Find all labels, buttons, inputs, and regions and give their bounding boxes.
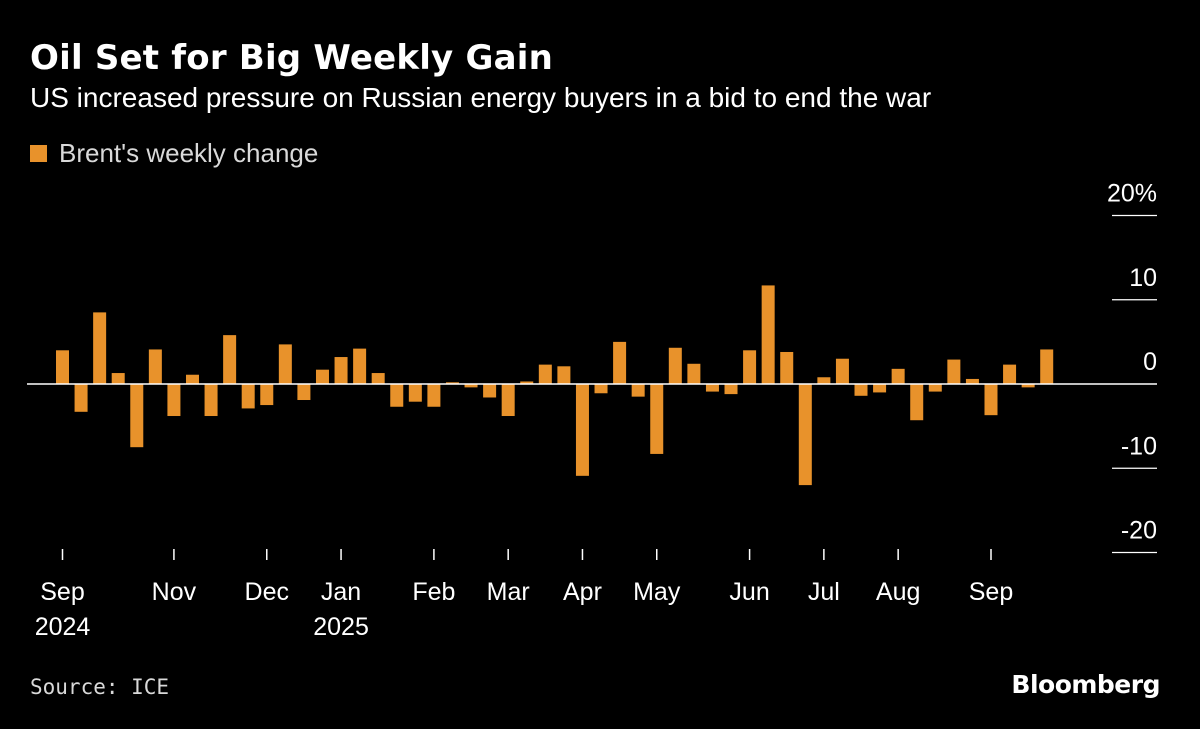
bar <box>93 312 107 384</box>
bar <box>557 366 571 384</box>
bar <box>965 378 979 384</box>
bar <box>705 384 719 392</box>
y-tick-label: 10 <box>1129 264 1157 292</box>
bar <box>167 384 181 417</box>
x-tick-label: Aug <box>876 578 920 606</box>
x-tick-year-label: 2025 <box>313 613 369 641</box>
chart-title: Oil Set for Big Weekly Gain <box>30 38 553 78</box>
bar <box>687 363 701 384</box>
bar <box>910 384 924 421</box>
y-tick-label: 20% <box>1107 180 1157 208</box>
bar <box>260 384 274 406</box>
bar <box>947 359 961 384</box>
bar <box>223 335 237 384</box>
bar <box>501 384 515 417</box>
bar <box>631 384 645 397</box>
bars <box>56 285 1054 486</box>
legend-label: Brent's weekly change <box>59 138 319 168</box>
bar <box>297 384 311 401</box>
bar <box>464 384 478 388</box>
x-tick-year-label: 2024 <box>35 613 91 641</box>
x-tick-label: Feb <box>412 578 455 606</box>
bar <box>1040 349 1054 384</box>
x-tick-label: Nov <box>152 578 197 606</box>
bar <box>928 384 942 392</box>
bar <box>743 350 757 384</box>
bar <box>353 348 367 384</box>
bar <box>798 384 812 486</box>
bar <box>650 384 664 454</box>
bar <box>594 384 608 394</box>
legend: Brent's weekly change <box>30 138 318 169</box>
y-tick-label: 0 <box>1143 348 1157 376</box>
y-tick-label: -20 <box>1121 517 1157 545</box>
x-tick-label: Sep <box>40 578 84 606</box>
source-note: Source: ICE <box>30 675 170 699</box>
bar <box>817 377 831 384</box>
bar <box>538 364 552 384</box>
bar <box>835 358 849 384</box>
bar <box>780 351 794 384</box>
bar <box>1003 364 1017 384</box>
bar <box>204 384 218 417</box>
bar <box>74 384 88 412</box>
bar <box>891 368 905 384</box>
bar <box>668 347 682 384</box>
bar <box>390 384 404 407</box>
bar <box>854 384 868 396</box>
bloomberg-logo: Bloomberg <box>1011 670 1160 699</box>
x-tick-label: Dec <box>245 578 289 606</box>
bar <box>56 350 69 384</box>
bar <box>148 349 162 384</box>
bar <box>185 374 199 384</box>
x-tick-label: May <box>633 578 681 606</box>
bar <box>724 384 738 395</box>
bar <box>575 384 589 476</box>
bar <box>483 384 497 398</box>
chart-subtitle: US increased pressure on Russian energy … <box>30 82 932 113</box>
bar <box>408 384 422 402</box>
bar <box>111 373 125 384</box>
y-tick-label: -10 <box>1121 432 1157 460</box>
bar <box>427 384 441 407</box>
bar <box>315 369 329 384</box>
bar <box>613 341 627 384</box>
bar <box>371 373 385 384</box>
bar <box>873 384 887 393</box>
bar <box>241 384 255 409</box>
x-tick-label: Apr <box>563 578 602 606</box>
x-axis: Sep 2024 Nov Dec Jan 2025 Feb Mar Apr May Jun Jul Au… <box>35 549 1013 641</box>
x-tick-label: Sep <box>969 578 1013 606</box>
bar <box>445 382 459 384</box>
bar <box>520 381 534 384</box>
x-tick-label: Jul <box>808 578 840 606</box>
bar <box>1021 384 1035 388</box>
bar <box>334 357 348 384</box>
legend-swatch <box>30 145 47 162</box>
bar <box>278 344 292 384</box>
y-axis: 20% 10 0 -10 -20 <box>1107 180 1157 554</box>
bar <box>761 285 775 384</box>
bar <box>130 384 144 448</box>
x-tick-label: Jan <box>321 578 361 606</box>
x-tick-label: Mar <box>487 578 530 606</box>
x-tick-label: Jun <box>729 578 769 606</box>
bar <box>984 384 998 416</box>
